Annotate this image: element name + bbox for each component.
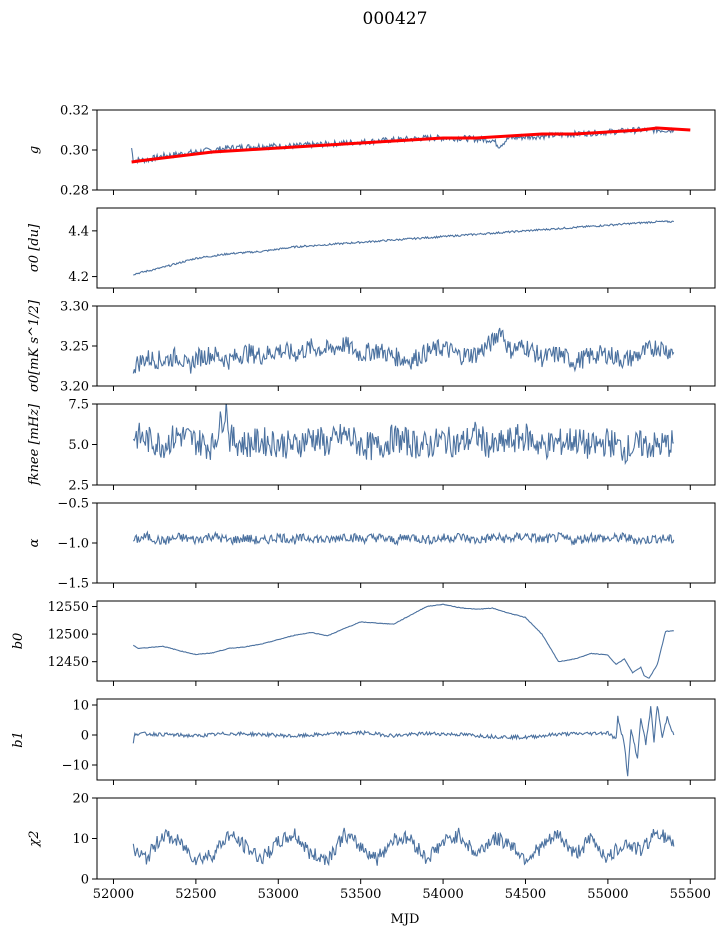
y-tick-label: 12550 <box>48 600 89 615</box>
y-axis-label-b0: b0 <box>11 633 26 650</box>
y-tick-label: 20 <box>72 792 89 807</box>
series-line-sigma0-du-0 <box>133 220 675 276</box>
x-tick-label: 54500 <box>505 887 546 902</box>
y-tick-label: −1.0 <box>57 537 89 552</box>
y-tick-label: 4.2 <box>68 270 89 285</box>
y-tick-label: 3.30 <box>60 300 89 315</box>
y-tick-label: −0.5 <box>57 497 89 512</box>
series-line-alpha-0 <box>132 530 675 547</box>
x-tick-label: 55500 <box>670 887 711 902</box>
panel-frame <box>96 109 716 191</box>
panel-frame <box>96 305 716 387</box>
y-axis-label-sigma0-mk: σ0[mK s^1/2] <box>27 299 42 392</box>
series-line-g-1 <box>131 126 691 164</box>
series-line-fknee-0 <box>132 404 674 466</box>
panel-fknee: 2.5 5.0 7.5 fknee [mHz] <box>27 398 716 494</box>
y-tick-label: 0 <box>81 729 89 744</box>
series-line-chi2-0 <box>132 827 675 867</box>
series-line-b1-0 <box>132 706 675 777</box>
y-tick-label: −1.5 <box>57 577 89 592</box>
x-tick-label: 55000 <box>587 887 628 902</box>
panel-b1: −10 0 10 b1 <box>11 698 716 785</box>
panel-sigma0-mk: 3.20 3.25 3.30 σ0[mK s^1/2] <box>27 299 716 395</box>
panel-chi2: 0 10 20 52000 52500 53000 53500 54000 54500 55000… <box>27 792 716 902</box>
y-tick-label: 4.4 <box>68 224 89 239</box>
y-tick-label: 3.20 <box>60 380 89 395</box>
chart-title: 000427 <box>363 9 428 29</box>
x-tick-label: 54000 <box>422 887 463 902</box>
y-axis-label-fknee: fknee [mHz] <box>27 403 42 486</box>
panel-frame <box>96 600 716 682</box>
y-tick-label: 0.28 <box>60 184 89 199</box>
series-line-b0-0 <box>132 603 674 679</box>
x-tick-label: 53500 <box>340 887 381 902</box>
panel-frame <box>96 207 716 289</box>
panel-frame <box>96 502 716 584</box>
panel-sigma0-du: 4.2 4.4 σ0 [du] <box>27 207 716 293</box>
y-tick-label: 3.25 <box>60 340 89 355</box>
x-tick-label: 52500 <box>175 887 216 902</box>
y-axis-label-b1: b1 <box>11 731 26 748</box>
y-tick-label: 7.5 <box>68 398 89 413</box>
y-tick-label: 12450 <box>48 655 89 670</box>
y-tick-label: 2.5 <box>68 479 89 494</box>
panel-alpha: −1.5 −1.0 −0.5 α <box>27 497 716 592</box>
x-tick-label: 53000 <box>258 887 299 902</box>
y-axis-label-alpha: α <box>27 538 42 547</box>
x-tick-label: 52000 <box>93 887 134 902</box>
y-tick-label: 10 <box>72 699 89 714</box>
y-tick-label: 0.32 <box>60 104 89 119</box>
panel-frame <box>96 698 716 781</box>
y-tick-label: 10 <box>72 832 89 847</box>
panels-group: 0.28 0.30 0.32 g 4.2 4.4 σ0 [du] 3.20 3.25 3.30 σ0… <box>11 104 716 902</box>
y-tick-label: 0 <box>81 873 89 888</box>
x-axis-label: MJD <box>391 912 420 927</box>
series-line-sigma0-mk-0 <box>132 327 675 374</box>
y-axis-label-chi2: χ2 <box>27 830 42 847</box>
y-tick-label: −10 <box>62 759 89 774</box>
panel-frame <box>96 403 716 486</box>
y-tick-label: 5.0 <box>68 438 89 453</box>
panel-g: 0.28 0.30 0.32 g <box>27 104 716 199</box>
y-axis-label-g: g <box>27 146 42 154</box>
y-tick-label: 0.30 <box>60 144 89 159</box>
y-tick-label: 12500 <box>48 628 89 643</box>
y-axis-label-sigma0-du: σ0 [du] <box>27 223 42 272</box>
panel-b0: 12450 12500 12550 b0 <box>11 600 716 686</box>
